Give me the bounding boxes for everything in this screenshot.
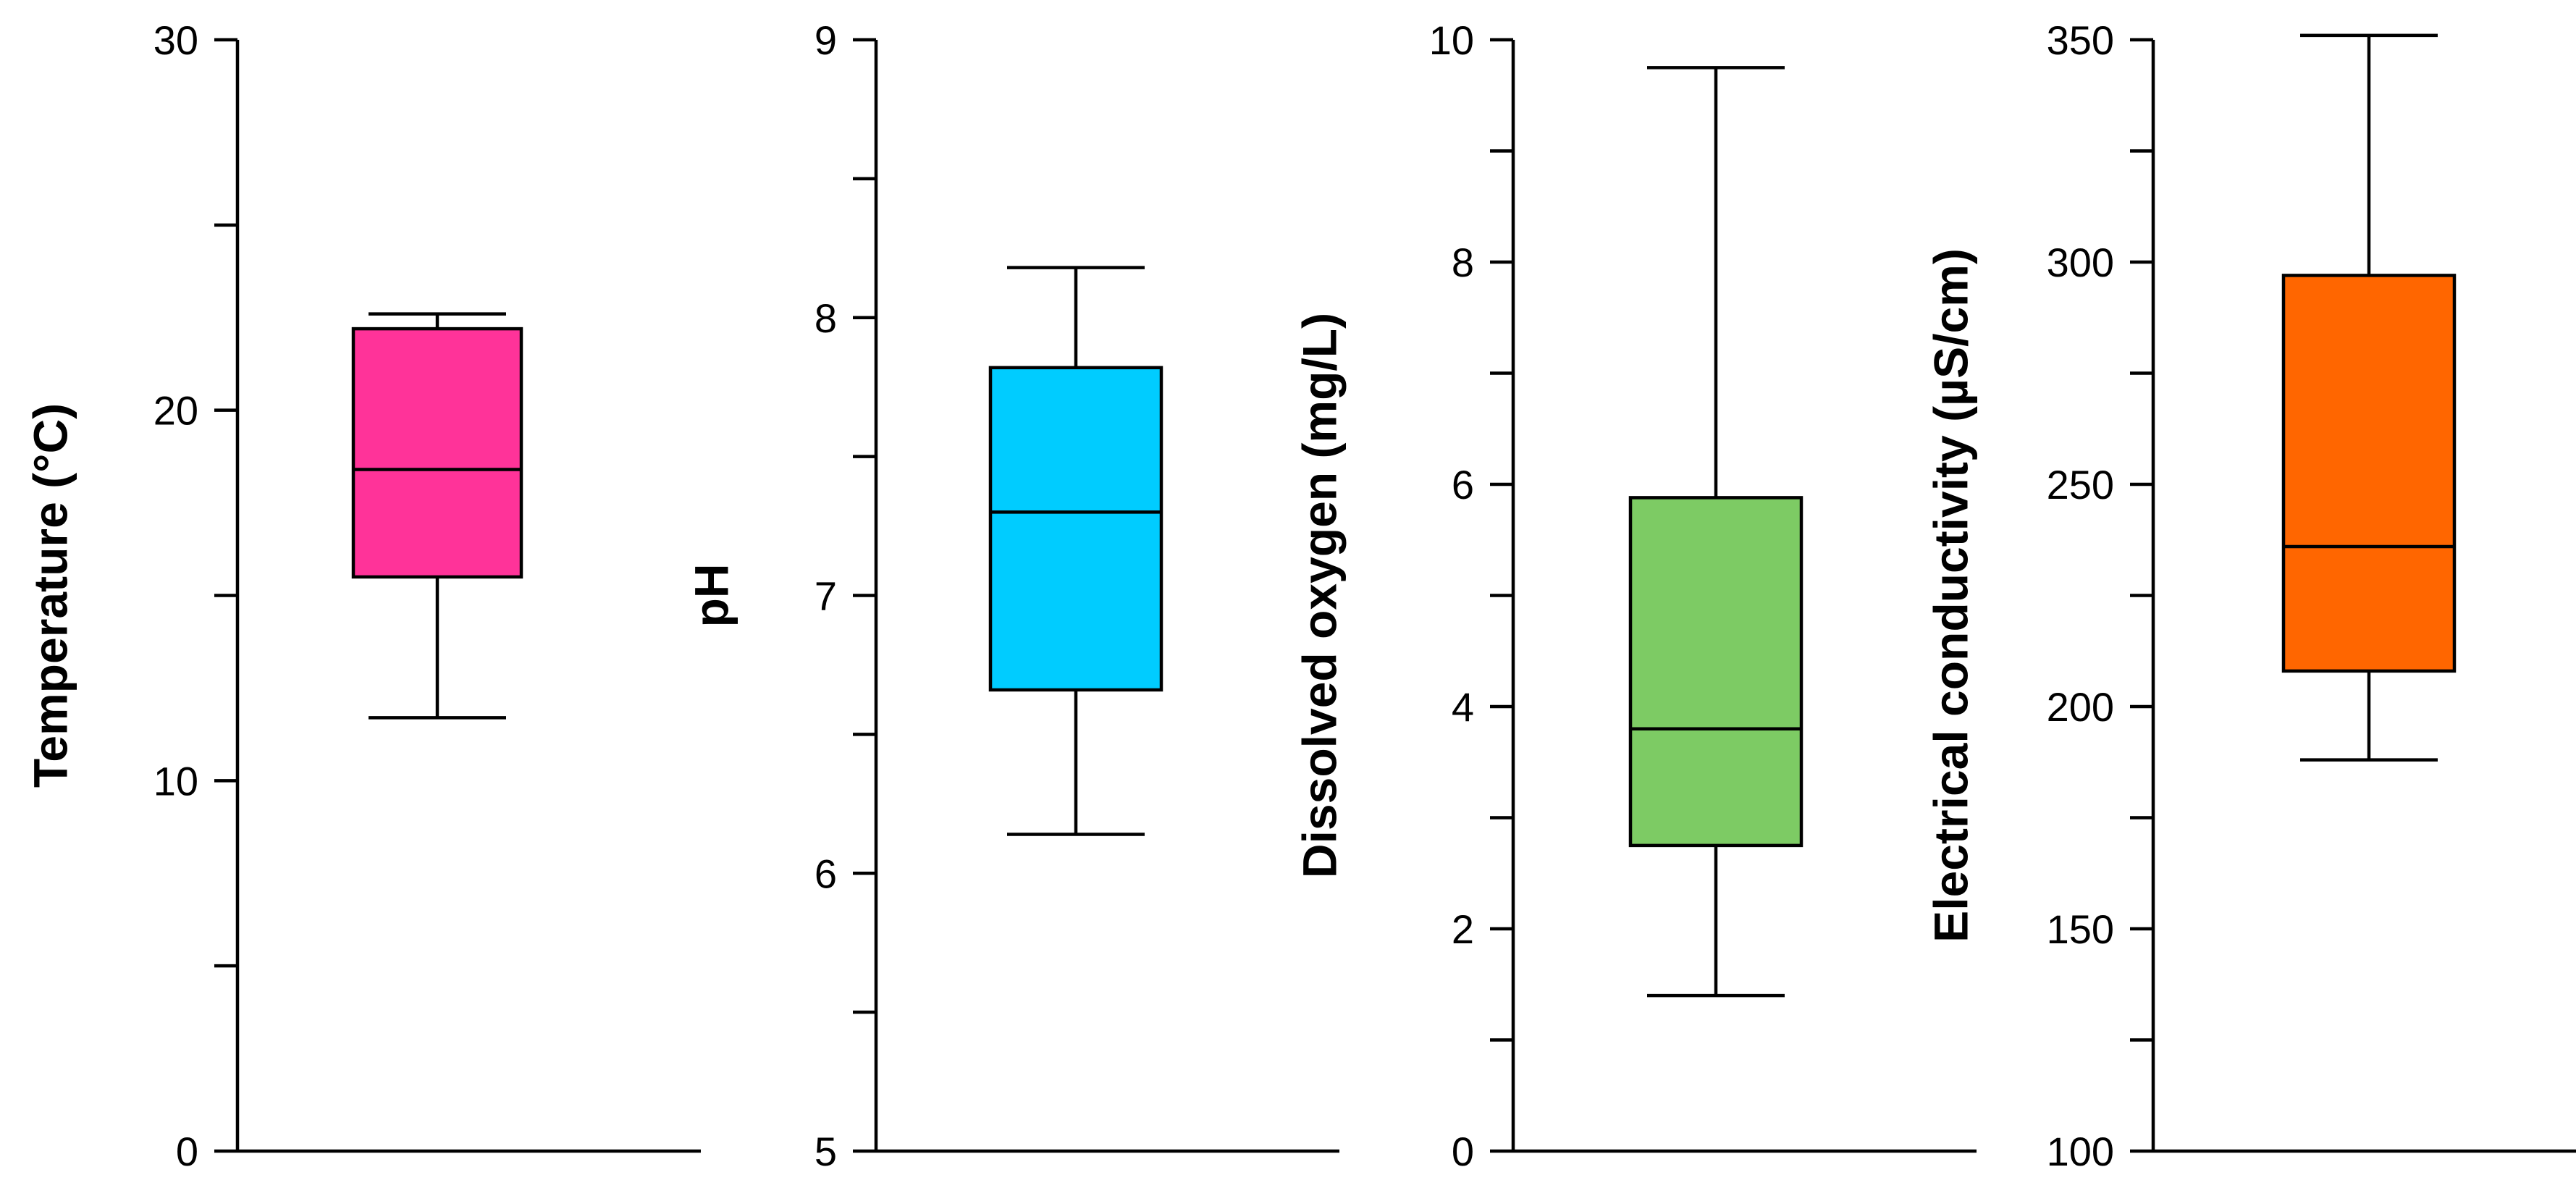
y-tick-label: 10: [153, 758, 198, 804]
y-axis-title: Dissolved oxygen (mg/L): [1292, 313, 1346, 878]
y-tick-label: 150: [2047, 906, 2114, 952]
y-tick-label: 2: [1452, 906, 1474, 952]
y-tick-label: 8: [1452, 240, 1474, 285]
y-axis-title: pH: [684, 564, 738, 628]
y-tick-label: 10: [1429, 17, 1474, 63]
y-tick-label: 4: [1452, 684, 1474, 730]
y-tick-label: 9: [815, 17, 837, 63]
interquartile-box: [351, 327, 523, 579]
y-tick-label: 300: [2047, 240, 2114, 285]
y-axis-title: Temperature (°C): [23, 403, 77, 788]
interquartile-box: [988, 366, 1163, 692]
y-tick-label: 350: [2047, 17, 2114, 63]
y-tick-label: 6: [815, 851, 837, 896]
y-tick-label: 6: [1452, 462, 1474, 507]
y-tick-label: 8: [815, 295, 837, 341]
y-axis-title: Electrical conductivity (µS/cm): [1924, 248, 1977, 943]
y-tick-label: 5: [815, 1129, 837, 1174]
interquartile-box: [2281, 274, 2457, 673]
y-tick-label: 0: [176, 1129, 198, 1174]
y-tick-label: 200: [2047, 684, 2114, 730]
y-tick-label: 250: [2047, 462, 2114, 507]
y-tick-label: 0: [1452, 1129, 1474, 1174]
y-tick-label: 20: [153, 388, 198, 434]
interquartile-box: [1628, 496, 1803, 848]
y-tick-label: 100: [2047, 1129, 2114, 1174]
y-tick-label: 30: [153, 17, 198, 63]
y-tick-label: 7: [815, 573, 837, 619]
